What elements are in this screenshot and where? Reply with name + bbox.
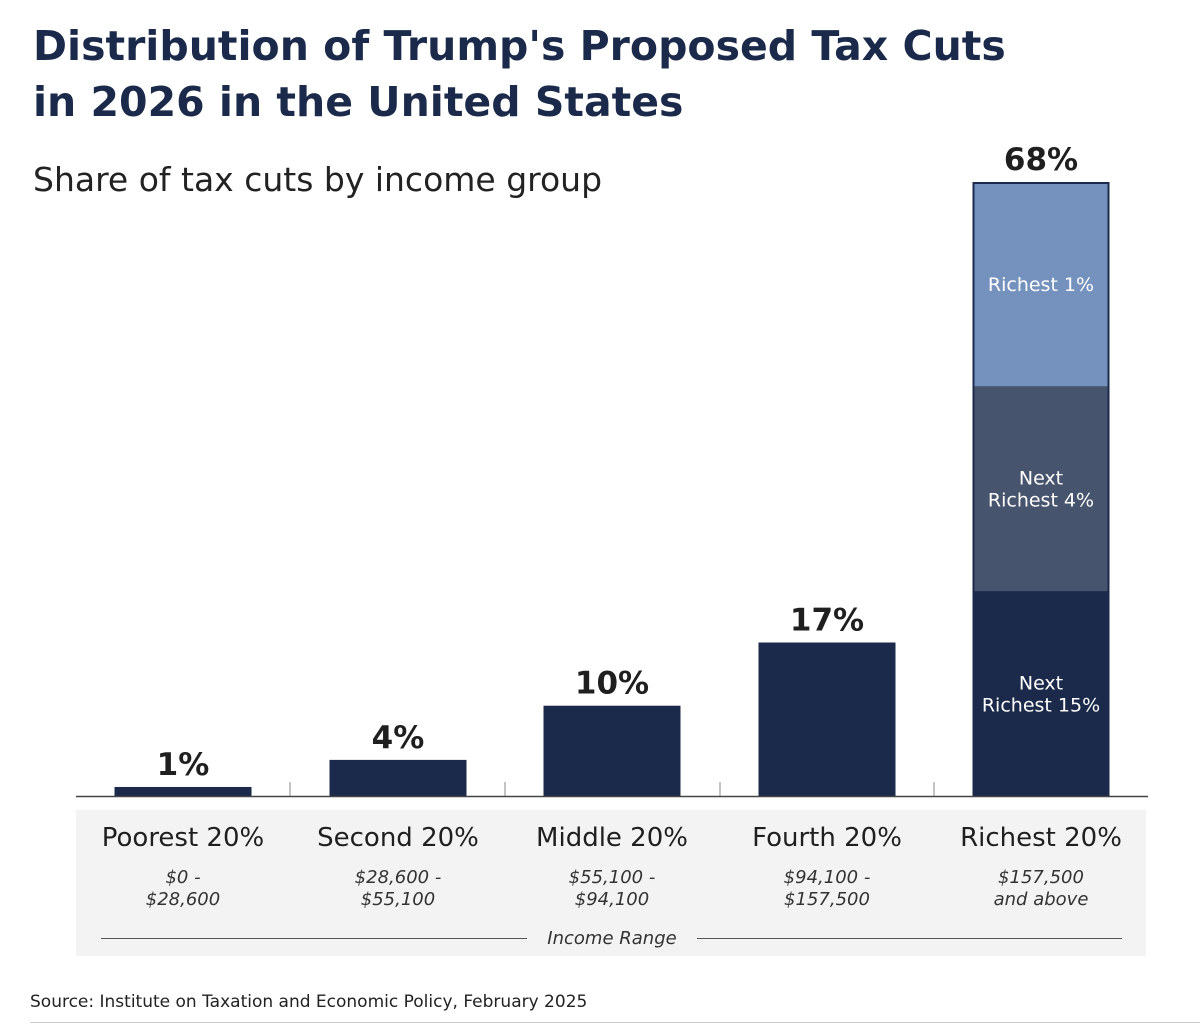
value-label-second-20: 4% [372, 720, 425, 756]
category-band [76, 810, 1146, 956]
category-label-middle-20: Middle 20% [536, 823, 688, 853]
bar-chart: 1% Poorest 20% $0 -$28,600 4% Second 20% $28,… [76, 142, 1148, 956]
value-label-poorest-20: 1% [157, 747, 210, 783]
range-label-poorest-20-line-1: $0 - [165, 867, 200, 888]
x-axis-title: Income Range [547, 928, 676, 949]
segment-label-next-richest-15-line-1: Next [1019, 673, 1063, 695]
chart-title-line-2: in 2026 in the United States [33, 78, 684, 126]
bar-segment-richest-1 [972, 182, 1110, 387]
range-label-fourth-20-line-2: $157,500 [784, 889, 870, 910]
chart-subtitle: Share of tax cuts by income group [33, 160, 603, 199]
chart-title-line-1: Distribution of Trump's Proposed Tax Cut… [33, 22, 1006, 70]
value-label-fourth-20: 17% [790, 603, 864, 639]
range-label-middle-20-line-2: $94,100 [575, 889, 649, 910]
segment-label-next-richest-4-line-2: Richest 4% [988, 490, 1094, 512]
bar-outline-richest-20 [972, 182, 1110, 796]
range-label-poorest-20-line-2: $28,600 [146, 889, 220, 910]
bar-second-20 [329, 759, 467, 796]
category-label-richest-20: Richest 20% [960, 823, 1122, 853]
segment-label-next-richest-15-line-2: Richest 15% [982, 695, 1100, 717]
category-label-poorest-20: Poorest 20% [102, 823, 264, 853]
bar-fourth-20 [758, 642, 896, 796]
category-label-second-20: Second 20% [317, 823, 479, 853]
range-label-second-20-line-1: $28,600 - [355, 867, 442, 888]
bar-segment-next-richest-15 [972, 591, 1110, 796]
category-label-fourth-20: Fourth 20% [752, 823, 902, 853]
range-label-second-20-line-2: $55,100 [361, 889, 435, 910]
value-label-richest-20: 68% [1004, 142, 1078, 178]
bottom-divider [30, 1022, 1200, 1023]
segment-label-richest-1-line-1: Richest 1% [988, 274, 1094, 296]
range-label-richest-20-line-1: $157,500 [998, 867, 1084, 888]
value-label-middle-20: 10% [575, 666, 649, 702]
range-label-fourth-20-line-1: $94,100 - [784, 867, 871, 888]
range-label-middle-20-line-1: $55,100 - [569, 867, 656, 888]
bar-poorest-20 [114, 786, 252, 796]
bar-segment-next-richest-4 [972, 386, 1110, 592]
range-label-richest-20-line-2: and above [994, 889, 1089, 910]
chart-title: Distribution of Trump's Proposed Tax Cut… [33, 18, 1033, 130]
source-note: Source: Institute on Taxation and Econom… [30, 992, 588, 1012]
segment-label-next-richest-4-line-1: Next [1019, 468, 1063, 490]
bar-middle-20 [543, 705, 681, 796]
